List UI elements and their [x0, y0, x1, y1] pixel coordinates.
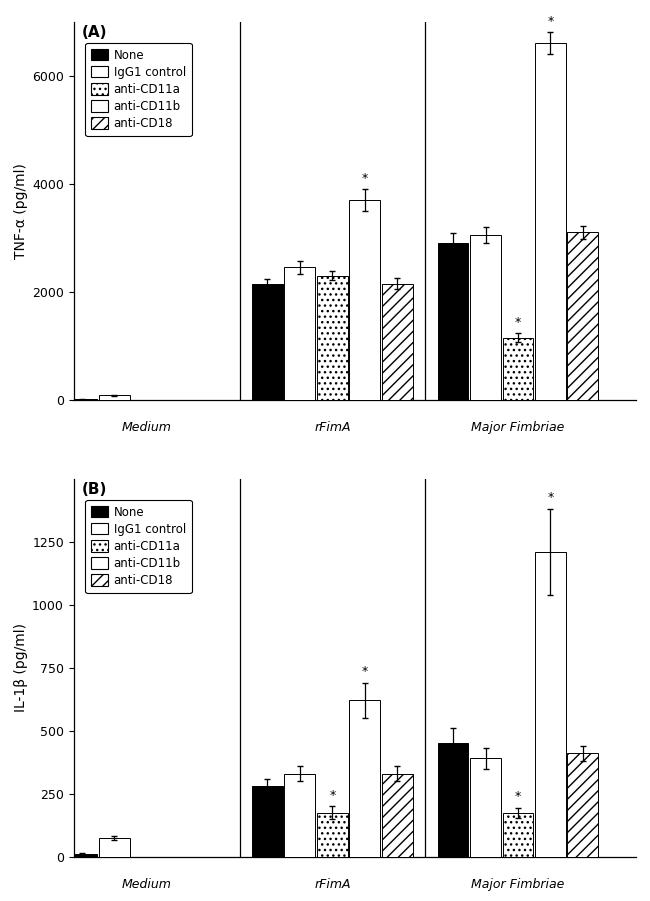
Text: *: *	[362, 171, 368, 185]
Legend: None, IgG1 control, anti-CD11a, anti-CD11b, anti-CD18: None, IgG1 control, anti-CD11a, anti-CD1…	[85, 42, 192, 136]
Bar	[567, 232, 599, 400]
Bar	[502, 813, 534, 857]
Bar	[350, 200, 380, 400]
Text: (B): (B)	[82, 482, 107, 497]
Text: *: *	[547, 491, 554, 505]
Text: Medium: Medium	[122, 421, 172, 433]
Bar	[285, 774, 315, 857]
Bar	[535, 43, 566, 400]
Bar	[382, 774, 413, 857]
Bar	[317, 813, 348, 857]
Bar	[437, 743, 469, 857]
Bar	[470, 759, 501, 857]
Bar	[99, 838, 130, 857]
Text: *: *	[330, 788, 335, 802]
Y-axis label: IL-1β (pg/ml): IL-1β (pg/ml)	[14, 623, 28, 712]
Bar	[317, 276, 348, 400]
Text: Major Fimbriae: Major Fimbriae	[471, 421, 565, 433]
Bar	[285, 268, 315, 400]
Bar	[470, 235, 501, 400]
Y-axis label: TNF-α (pg/ml): TNF-α (pg/ml)	[14, 163, 28, 259]
Text: *: *	[515, 790, 521, 803]
Text: *: *	[362, 665, 368, 678]
Text: Major Fimbriae: Major Fimbriae	[471, 878, 565, 890]
Bar	[350, 700, 380, 857]
Bar	[535, 551, 566, 857]
Bar	[252, 787, 283, 857]
Bar	[567, 753, 599, 857]
Text: *: *	[515, 315, 521, 329]
Text: rFimA: rFimA	[314, 421, 350, 433]
Text: *: *	[547, 15, 554, 28]
Bar	[252, 284, 283, 400]
Bar	[437, 243, 469, 400]
Bar	[502, 338, 534, 400]
Bar	[382, 284, 413, 400]
Text: Medium: Medium	[122, 878, 172, 890]
Bar	[66, 854, 98, 857]
Legend: None, IgG1 control, anti-CD11a, anti-CD11b, anti-CD18: None, IgG1 control, anti-CD11a, anti-CD1…	[85, 500, 192, 593]
Text: (A): (A)	[82, 25, 108, 41]
Text: rFimA: rFimA	[314, 878, 350, 890]
Bar	[99, 396, 130, 400]
